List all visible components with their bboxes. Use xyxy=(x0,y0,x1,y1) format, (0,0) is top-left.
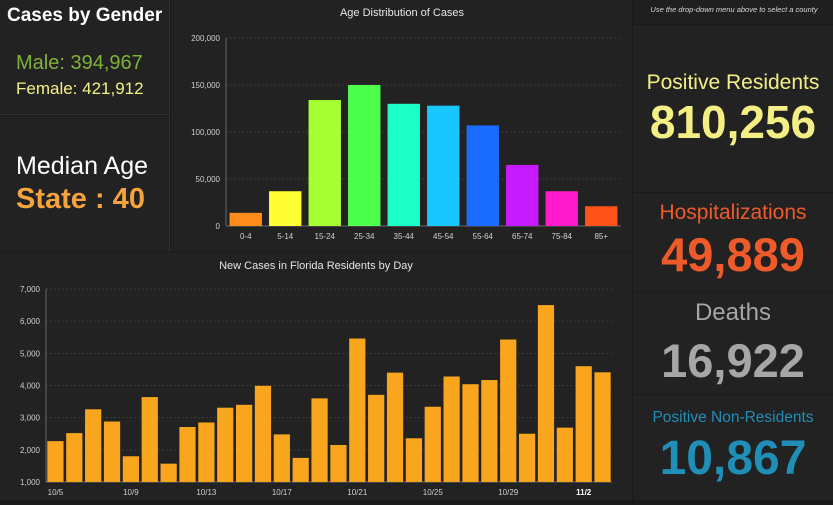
gender-title: Cases by Gender xyxy=(7,5,163,26)
x-tick-label: 65-74 xyxy=(512,232,533,241)
bar-10/24 xyxy=(405,438,423,482)
bar-10/30 xyxy=(518,433,536,482)
x-tick-label: 75-84 xyxy=(552,232,573,241)
deaths-value: 16,922 xyxy=(661,334,805,387)
bar-10/11 xyxy=(160,463,177,482)
bar-10/25 xyxy=(424,406,441,482)
bar-10/15 xyxy=(235,404,253,482)
daily-cases-panel: New Cases in Florida Residents by Day 1,0… xyxy=(0,252,632,500)
chart-title: New Cases in Florida Residents by Day xyxy=(219,260,413,272)
positive-nonresidents-label: Positive Non-Residents xyxy=(652,409,814,426)
x-tick-label: 10/17 xyxy=(272,488,293,497)
bar-10/7 xyxy=(85,409,102,482)
x-tick-label: 5-14 xyxy=(277,232,294,241)
bar-10/20 xyxy=(330,445,347,482)
y-tick-label: 2,000 xyxy=(20,446,41,455)
bar-10/27 xyxy=(462,384,479,482)
bar-11/3 xyxy=(594,372,611,482)
y-tick-label: 1,000 xyxy=(20,478,41,487)
deaths-label: Deaths xyxy=(694,299,772,326)
y-tick-label: 5,000 xyxy=(20,349,41,358)
y-tick-label: 0 xyxy=(216,222,221,231)
y-tick-label: 7,000 xyxy=(20,285,41,294)
bar-10/10 xyxy=(141,397,158,482)
bar-10/9 xyxy=(122,456,140,482)
bar-10/12 xyxy=(179,426,196,482)
bar-10/8 xyxy=(103,421,121,482)
bar-0-4 xyxy=(229,212,262,226)
bar-35-44 xyxy=(387,103,420,226)
bar-55-64 xyxy=(466,125,499,226)
x-tick-label: 35-44 xyxy=(394,232,415,241)
positive-residents-value: 810,256 xyxy=(649,96,817,148)
hospitalizations-value: 49,889 xyxy=(661,228,805,281)
x-tick-label: 15-24 xyxy=(315,232,336,241)
x-tick-label: 10/21 xyxy=(347,488,368,497)
y-tick-label: 6,000 xyxy=(20,317,41,326)
hospitalizations-panel: Hospitalizations 49,889 xyxy=(633,193,833,292)
bar-10/16 xyxy=(254,385,272,482)
y-tick-label: 200,000 xyxy=(191,34,220,43)
chart-title: Age Distribution of Cases xyxy=(340,7,465,19)
bar-10/6 xyxy=(66,433,83,482)
bar-10/5 xyxy=(47,441,64,482)
bar-85+ xyxy=(585,206,618,226)
median-age-label: Median Age xyxy=(16,152,149,180)
x-tick-label: 55-64 xyxy=(473,232,494,241)
positive-nonresidents-value: 10,867 xyxy=(659,432,807,485)
bar-15-24 xyxy=(308,100,341,226)
x-tick-label: 25-34 xyxy=(354,232,375,241)
bar-10/31 xyxy=(537,305,555,482)
bar-45-54 xyxy=(427,105,460,226)
x-tick-label: 11/2 xyxy=(576,488,592,497)
positive-nonresidents-panel: Positive Non-Residents 10,867 xyxy=(633,395,833,500)
bar-10/19 xyxy=(311,398,328,482)
y-tick-label: 100,000 xyxy=(191,128,220,137)
bar-65-74 xyxy=(506,164,539,226)
male-count: Male: 394,967 xyxy=(16,52,143,74)
y-tick-label: 4,000 xyxy=(20,382,41,391)
x-tick-label: 10/25 xyxy=(423,488,444,497)
female-count: Female: 421,912 xyxy=(16,79,144,98)
bar-10/29 xyxy=(500,339,517,482)
deaths-panel: Deaths 16,922 xyxy=(633,293,833,394)
bar-75-84 xyxy=(545,191,578,226)
x-tick-label: 0-4 xyxy=(240,232,252,241)
bar-10/23 xyxy=(386,372,404,482)
bar-10/14 xyxy=(217,407,234,482)
bar-10/18 xyxy=(292,457,309,482)
county-hint-panel: Use the drop-down menu above to select a… xyxy=(633,0,833,24)
bar-10/13 xyxy=(198,422,215,482)
bar-5-14 xyxy=(269,191,302,226)
bar-11/2 xyxy=(575,366,592,482)
daily-cases-chart[interactable]: New Cases in Florida Residents by Day 1,0… xyxy=(0,252,632,500)
bar-10/26 xyxy=(443,376,460,482)
x-tick-label: 10/5 xyxy=(48,488,64,497)
y-tick-label: 50,000 xyxy=(196,175,221,184)
median-age-panel: Median Age State : 40 xyxy=(0,116,170,251)
hospitalizations-label: Hospitalizations xyxy=(659,201,807,224)
y-tick-label: 150,000 xyxy=(191,81,220,90)
x-tick-label: 10/29 xyxy=(498,488,519,497)
median-age-value: State : 40 xyxy=(16,183,145,215)
county-hint-text: Use the drop-down menu above to select a… xyxy=(650,5,818,14)
positive-residents-label: Positive Residents xyxy=(646,71,820,94)
x-tick-label: 10/9 xyxy=(123,488,139,497)
bar-25-34 xyxy=(348,85,381,226)
x-tick-label: 85+ xyxy=(594,232,608,241)
gender-panel: Cases by Gender Male: 394,967 Female: 42… xyxy=(0,0,170,115)
age-distribution-panel: Age Distribution of Cases 0 50,000 100,000 1… xyxy=(171,0,632,251)
y-tick-label: 3,000 xyxy=(20,414,41,423)
bar-10/22 xyxy=(368,394,385,482)
bar-10/21 xyxy=(349,338,366,482)
bar-10/28 xyxy=(481,380,498,482)
age-distribution-chart[interactable]: Age Distribution of Cases 0 50,000 100,000 1… xyxy=(171,0,632,251)
x-tick-label: 45-54 xyxy=(433,232,454,241)
bar-11/1 xyxy=(556,427,573,482)
x-tick-label: 10/13 xyxy=(196,488,217,497)
positive-residents-panel: Positive Residents 810,256 xyxy=(633,25,833,192)
bar-10/17 xyxy=(273,434,290,482)
